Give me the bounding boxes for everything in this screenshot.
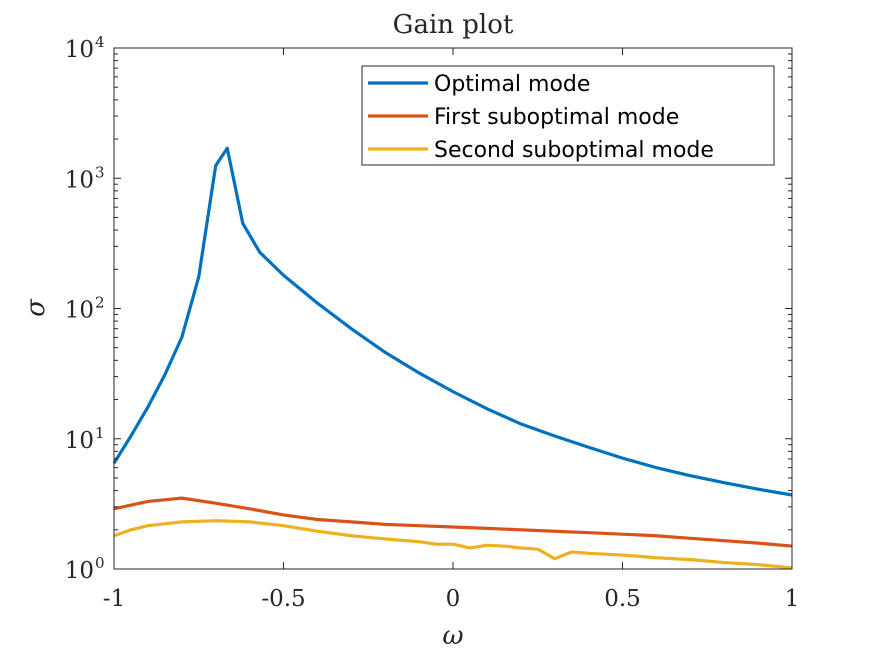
chart-title: Gain plot — [393, 10, 514, 40]
legend-entry: Optimal mode — [434, 72, 590, 97]
y-tick-label-exponent: 3 — [95, 163, 105, 181]
legend-box — [361, 65, 775, 166]
x-axis-label: ω — [442, 621, 463, 651]
plot-lines — [112, 146, 793, 570]
y-tick-label: 10 — [65, 167, 94, 193]
x-tick-label: 0.5 — [604, 586, 641, 612]
y-tick-label-exponent: 2 — [95, 294, 105, 312]
y-tick-label: 10 — [65, 558, 94, 584]
y-axis-label: σ — [21, 298, 51, 317]
y-tick-label: 10 — [65, 428, 94, 454]
y-tick-label: 10 — [65, 37, 94, 63]
legend-entry: Second suboptimal mode — [434, 138, 714, 163]
y-tick-label-exponent: 0 — [95, 554, 105, 572]
series-line-0 — [112, 146, 793, 497]
legend-entry: First suboptimal mode — [434, 105, 679, 130]
x-tick-label: -1 — [103, 586, 125, 612]
x-tick-label: 0 — [446, 586, 461, 612]
series-line-1 — [113, 496, 793, 548]
y-tick-label: 10 — [65, 298, 94, 324]
series-line-2 — [113, 519, 793, 570]
y-tick-label-exponent: 1 — [95, 424, 105, 442]
y-tick-label-exponent: 4 — [95, 33, 105, 51]
legend: Optimal mode First suboptimal mode Second … — [361, 65, 775, 166]
x-tick-label: 1 — [785, 586, 800, 612]
x-tick-label: -0.5 — [261, 586, 305, 612]
